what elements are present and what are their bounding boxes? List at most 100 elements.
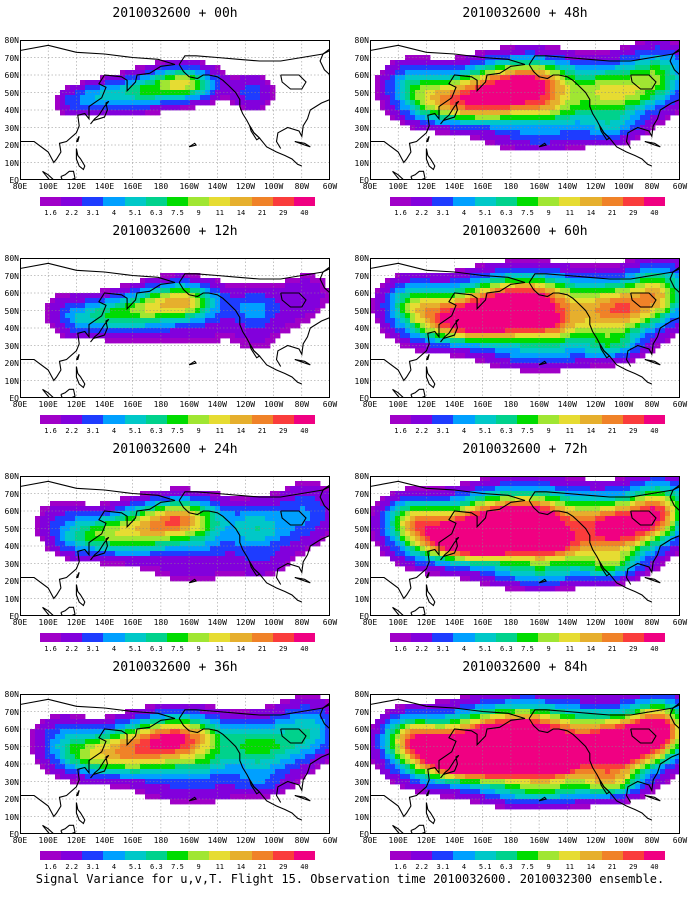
lat-label: 60N [354, 725, 369, 734]
colorbar-swatch [390, 415, 412, 424]
lat-label: 20N [4, 359, 19, 368]
lon-label: 160E [123, 182, 143, 191]
coastline [630, 510, 657, 526]
coastline [90, 536, 110, 561]
lon-label: 60W [672, 400, 688, 409]
colorbar-swatch [124, 851, 146, 860]
lat-label: 70N [354, 707, 369, 717]
lon-label: 100W [263, 400, 284, 409]
lat-label: 60N [4, 507, 19, 516]
colorbar-label: 2.2 [415, 427, 429, 435]
colorbar-swatch [495, 851, 517, 860]
coastline [669, 484, 680, 512]
colorbar-label: 29 [279, 863, 288, 871]
lon-label: 80E [12, 400, 28, 409]
colorbar-swatch [559, 851, 581, 860]
colorbar-label: 11 [215, 209, 225, 217]
coastline [625, 534, 680, 585]
coastline [249, 561, 261, 577]
lat-label: 70N [354, 271, 369, 281]
variance-map [20, 694, 330, 834]
lat-label: 80N [4, 472, 19, 481]
lon-label: 120W [585, 836, 606, 845]
colorbar-swatch [145, 197, 167, 206]
coastline [528, 704, 680, 719]
coastline [75, 148, 86, 171]
colorbar-label: 14 [586, 863, 596, 871]
lat-label: 50N [4, 306, 19, 316]
colorbar-swatch [293, 633, 316, 642]
colorbar-label: 14 [236, 209, 246, 217]
coastline [370, 262, 526, 382]
lat-label: EQ [9, 830, 19, 839]
colorbar-label: 3.1 [436, 645, 450, 653]
lat-label: 10N [4, 376, 19, 386]
lat-label: 80N [4, 254, 19, 263]
map-frame [370, 258, 680, 398]
map-panel: 2010032600 + 24h 80N 70N 60N 50N 40N 30N 20N 10N… [0, 436, 350, 656]
coastline [42, 824, 55, 834]
coastline [528, 50, 680, 65]
coastline [319, 702, 330, 730]
coastline [644, 358, 661, 366]
lat-label: 60N [354, 289, 369, 298]
lon-label: 60W [322, 182, 338, 191]
coastline [75, 584, 86, 607]
colorbar-label: 14 [586, 645, 596, 653]
colorbar-label: 29 [629, 209, 638, 217]
colorbar-swatch [601, 415, 623, 424]
lon-label: 140W [207, 400, 227, 409]
lon-label: 80E [362, 182, 378, 191]
lon-label: 80W [644, 836, 660, 845]
variance-map [370, 476, 680, 616]
colorbar-swatch [272, 851, 294, 860]
lon-label: 140W [207, 618, 227, 627]
coastline [249, 343, 261, 359]
coastline [538, 142, 548, 148]
colorbar-label: 6.3 [500, 863, 513, 871]
lat-label: 20N [4, 577, 19, 586]
lon-label: 140E [444, 400, 465, 409]
lat-label: 70N [354, 53, 369, 63]
coastline [75, 136, 80, 143]
coastline [188, 578, 198, 584]
colorbar-swatch [103, 851, 125, 860]
lon-label: 140E [94, 182, 115, 191]
colorbar-label: 6.3 [150, 645, 163, 653]
coastline [178, 64, 303, 167]
colorbar-swatch [272, 197, 294, 206]
colorbar-swatch [453, 415, 475, 424]
lon-label: 180 [503, 400, 519, 409]
lat-label: 20N [4, 795, 19, 804]
coastline [599, 343, 611, 359]
coastline [319, 266, 330, 294]
colorbar-swatch [516, 415, 539, 424]
colorbar-swatch [61, 415, 83, 424]
coastline [275, 316, 330, 367]
colorbar-label: 1.6 [44, 645, 57, 653]
colorbar-label: 11 [565, 863, 575, 871]
coastline [410, 824, 426, 834]
colorbar-swatch [166, 197, 189, 206]
colorbar-label: 11 [215, 427, 225, 435]
lon-label: 180 [153, 400, 169, 409]
panel-title: 2010032600 + 24h [112, 442, 238, 457]
lon-label: 180 [503, 618, 519, 627]
colorbar-swatch [580, 851, 602, 860]
coastline [410, 170, 426, 180]
lon-label: 120W [585, 618, 606, 627]
colorbar-swatch [230, 197, 252, 206]
lon-label: 100E [38, 182, 58, 191]
colorbar-label: 40 [300, 209, 309, 217]
lat-label: 40N [4, 106, 19, 115]
lon-label: 140E [444, 836, 465, 845]
map-panel: 2010032600 + 84h 80N 70N 60N 50N 40N 30N 20N 10N… [350, 654, 700, 874]
lon-label: 120W [235, 400, 256, 409]
lon-label: 100E [38, 400, 58, 409]
coastline [440, 536, 460, 561]
colorbar-label: 7.5 [521, 863, 534, 871]
lon-label: 160E [473, 400, 493, 409]
colorbar-label: 14 [236, 863, 246, 871]
panel-title: 2010032600 + 12h [112, 224, 238, 239]
coastline [425, 136, 430, 143]
